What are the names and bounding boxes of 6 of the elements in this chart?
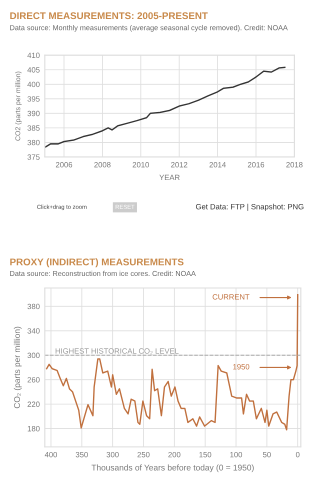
- line-series: [44, 66, 286, 148]
- chart-title: PROXY (INDIRECT) MEASUREMENTS: [10, 258, 184, 268]
- y-axis-title: CO₂ (parts per million): [14, 326, 22, 408]
- chart-title: DIRECT MEASUREMENTS: 2005-PRESENT: [10, 12, 208, 20]
- x-axis-title: Thousands of Years before today (0 = 1950): [92, 464, 254, 472]
- line-series: [46, 294, 298, 430]
